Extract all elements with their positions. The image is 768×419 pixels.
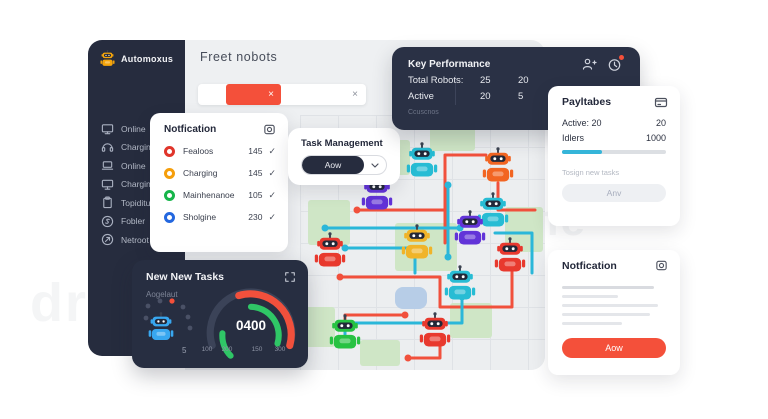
notification-dot — [619, 55, 624, 60]
notification-card: Notfication Fealoos 145 ✓ Charging 145 ✓… — [150, 113, 288, 252]
clipboard-icon — [101, 196, 114, 209]
headset-icon — [101, 141, 114, 154]
notification-row: Fealoos 145 ✓ — [164, 144, 276, 158]
skeleton-line — [562, 286, 654, 289]
laptop-icon — [101, 159, 114, 172]
tasks-card-subtitle: Aogelaut — [146, 290, 178, 299]
stat-label: Idlers — [562, 133, 585, 143]
task-management-card: Task Management Aow — [288, 128, 400, 185]
app-name: Automoxus — [121, 53, 174, 64]
dropdown-selected-value: Aow — [302, 156, 364, 174]
robot-count: 5 — [182, 346, 187, 355]
skeleton-line — [562, 313, 650, 316]
sidebar-item-charging-1[interactable]: Charging — [101, 140, 156, 154]
search-close-icon[interactable]: × — [352, 89, 358, 100]
status-ring-orange — [164, 167, 175, 179]
display-icon — [101, 178, 114, 191]
progress-fill — [562, 150, 602, 154]
robot-marker[interactable] — [482, 147, 514, 182]
skeleton-line — [562, 295, 618, 298]
page-title: Freet nobots — [200, 50, 278, 64]
check-icon[interactable]: ✓ — [268, 189, 276, 200]
check-icon[interactable]: ✓ — [268, 167, 276, 178]
stats-panel-title: Payltabes — [562, 96, 612, 108]
task-management-dropdown[interactable]: Aow — [301, 155, 387, 175]
sidebar-item-fobler[interactable]: Fobler — [101, 214, 145, 228]
stats-note: Tosign new tasks — [562, 168, 620, 177]
gauge-tick: 200 — [221, 346, 233, 353]
blue-robot-icon — [148, 312, 174, 342]
activity-dots — [143, 298, 193, 331]
check-icon[interactable]: ✓ — [268, 211, 276, 222]
tasks-card-title: New New Tasks — [146, 271, 225, 283]
status-ring-green — [164, 189, 175, 201]
divider — [455, 75, 456, 105]
expand-icon[interactable] — [284, 270, 296, 288]
robot-marker[interactable] — [419, 312, 451, 347]
notification-action-button[interactable]: Aow — [562, 338, 666, 358]
robot-logo-icon — [100, 50, 115, 67]
key-performance-footnote: Ccuscnos — [408, 109, 439, 116]
fleet-map — [300, 115, 545, 370]
skeleton-line — [562, 304, 658, 307]
notification-row: Sholgine 230 ✓ — [164, 210, 276, 224]
notification-panel-title: Notfication — [562, 260, 617, 272]
gauge-tick: 300 — [274, 346, 286, 353]
check-icon[interactable]: ✓ — [268, 145, 276, 156]
sidebar-item-netroot[interactable]: Netroot — [101, 233, 149, 247]
status-ring-red — [164, 145, 175, 157]
network-icon — [101, 233, 114, 246]
stat-value: 1000 — [645, 133, 666, 143]
sidebar-item-topidituus[interactable]: Topidituus — [101, 196, 159, 210]
app-logo: Automoxus — [100, 50, 173, 67]
sidebar-item-online-2[interactable]: Online — [101, 159, 146, 173]
progress-bar — [562, 150, 666, 154]
notification-panel: Notfication Aow — [548, 250, 680, 375]
sidebar-item-charging-2[interactable]: Charging — [101, 177, 156, 191]
gauge-value: 0400 — [235, 318, 267, 333]
monitor-icon — [101, 123, 114, 136]
task-management-title: Task Management — [301, 138, 383, 149]
search-clear-button[interactable]: × — [226, 84, 281, 105]
gauge-tick: 150 — [251, 346, 263, 353]
gauge-tick: 100 — [201, 346, 213, 353]
key-performance-title: Key Performance — [408, 59, 491, 70]
stats-panel: Payltabes Active: 20 20 Idlers 1000 Tosi… — [548, 86, 680, 226]
notification-card-title: Notfication — [164, 124, 217, 135]
search-input[interactable]: × × — [198, 84, 366, 105]
assign-tasks-button[interactable]: Anv — [562, 184, 666, 202]
clock-icon[interactable] — [607, 55, 624, 72]
card-reader-icon[interactable] — [654, 95, 668, 114]
sidebar-item-online-1[interactable]: Online — [101, 122, 146, 136]
stat-label: Active: 20 — [562, 118, 602, 128]
notification-row: Charging 145 ✓ — [164, 166, 276, 180]
tasks-gauge — [206, 288, 296, 359]
user-share-icon[interactable] — [582, 57, 597, 72]
chevron-down-icon — [364, 156, 386, 174]
skeleton-line — [562, 322, 622, 325]
status-circle-icon — [101, 215, 114, 228]
screenshot-icon[interactable] — [655, 259, 668, 277]
screenshot-icon[interactable] — [263, 123, 276, 141]
new-tasks-card: New New Tasks Aogelaut 5 0400 100 200 15… — [132, 260, 308, 368]
stat-value: 20 — [655, 118, 666, 128]
status-ring-blue — [164, 211, 175, 223]
notification-row: Mainhenanoe 105 ✓ — [164, 188, 276, 202]
